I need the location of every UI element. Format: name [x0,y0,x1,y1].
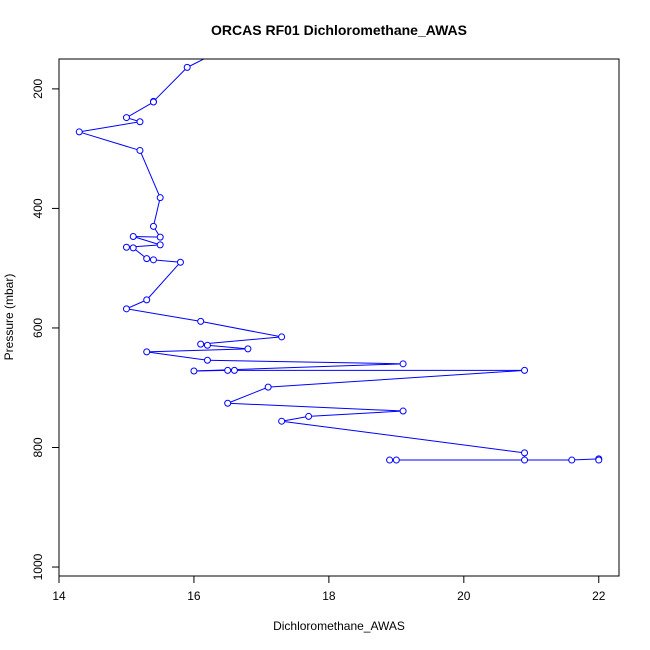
x-tick-label: 20 [457,589,471,603]
series-line-segment [79,121,141,133]
series-line-segment [152,197,161,227]
data-point [129,233,137,241]
data-point [225,44,231,50]
series-line-segment [146,261,181,301]
series-line-segment [268,369,525,388]
data-point [129,244,137,252]
plot-area [75,44,603,464]
y-tick-label: 200 [31,79,45,99]
series-line-segment [153,259,181,263]
data-point [156,233,164,241]
data-point [399,407,407,415]
data-point [122,114,130,122]
series-line-segment [139,150,161,198]
series-line-segment [281,415,309,422]
data-point [122,305,130,313]
data-point [224,399,232,407]
x-tick-label: 18 [322,589,336,603]
series-line-segment [200,320,282,338]
data-point [190,367,198,375]
series-line-segment [146,351,208,361]
x-tick-label: 16 [187,589,201,603]
x-axis: 14 16 18 20 22 [52,576,606,603]
data-point [244,345,252,353]
data-point [156,194,164,202]
series-line-segment [146,348,248,353]
data-point [521,449,529,457]
x-tick-label: 14 [52,589,66,603]
data-point [399,360,407,368]
series-line-segment [186,59,205,68]
series-line-segment [126,308,201,322]
data-point [149,98,157,106]
data-point [197,317,205,325]
data-point [521,456,529,464]
series-line-segment [227,386,269,404]
series-line-segment [227,402,404,412]
data-point [143,255,151,263]
series-line-segment [153,67,188,102]
data-point [183,63,191,71]
data-point [386,456,394,464]
plot-frame [58,58,620,577]
y-axis-label: Pressure (mbar) [2,274,16,361]
y-tick-label: 600 [31,318,45,338]
data-point [278,333,286,341]
x-tick-label: 22 [592,589,606,603]
data-point [264,383,272,391]
series-line-segment [308,410,404,417]
data-point [230,366,238,374]
y-tick-label: 800 [31,437,45,457]
series-line-segment [193,369,228,372]
x-axis-label: Dichloromethane_AWAS [273,619,405,633]
data-point [75,128,83,136]
series-line-segment [126,299,147,310]
data-point [143,348,151,356]
data-point [305,412,313,420]
series-line-segment [133,236,161,246]
data-point [136,118,144,126]
data-point [143,296,151,304]
data-point [568,456,576,464]
series-line-segment [126,101,154,119]
data-point [156,241,164,249]
data-point [176,258,184,266]
data-point [392,456,400,464]
y-tick-label: 1000 [31,553,45,580]
series-line-segment [281,420,525,454]
series-line-segment [571,458,599,461]
series-line-segment [133,236,161,238]
data-point [136,146,144,154]
data-point [595,456,603,464]
data-point [203,356,211,364]
data-point [122,243,130,251]
y-axis: 200 400 600 800 1000 [31,79,59,580]
series-line-segment [207,344,248,350]
data-point [197,340,205,348]
data-point [521,366,529,374]
chart-title: ORCAS RF01 Dichloromethane_AWAS [211,22,467,38]
y-tick-label: 400 [31,198,45,218]
data-point [203,341,211,349]
series-line-segment [79,131,141,151]
series-line-segment [207,359,404,365]
data-point [149,222,157,230]
data-point [149,256,157,264]
data-point [224,366,232,374]
series-line-segment [200,336,282,345]
data-point [278,417,286,425]
